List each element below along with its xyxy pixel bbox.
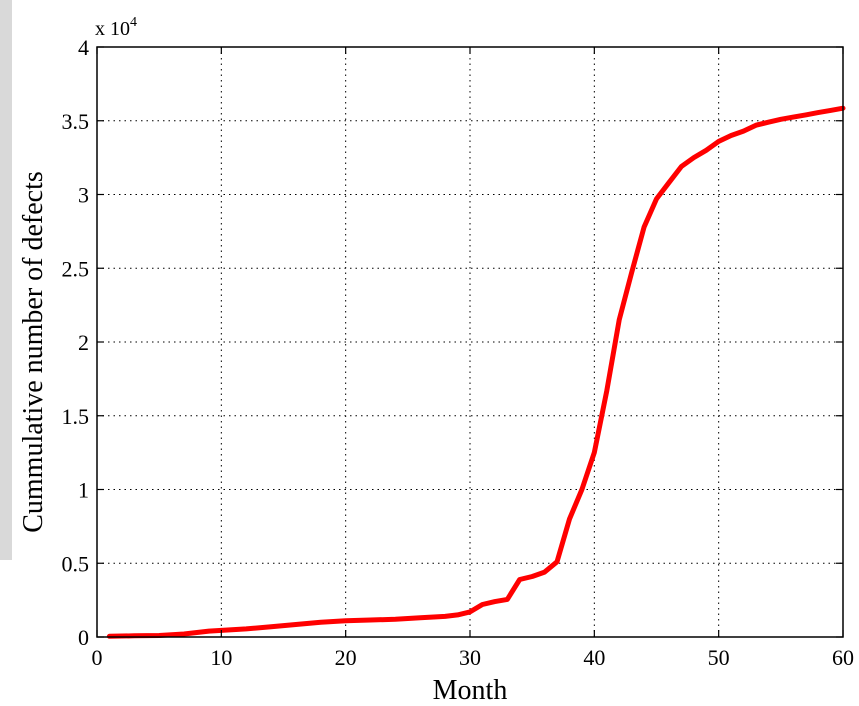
y-tick-label: 1 — [78, 478, 89, 503]
tick-marks — [96, 46, 844, 638]
x-tick-label: 60 — [832, 645, 854, 670]
series-layer — [106, 105, 846, 639]
x-axis-title: Month — [433, 675, 508, 706]
x-tick-label: 40 — [583, 645, 605, 670]
series-line — [106, 105, 846, 639]
y-tick-label: 1.5 — [62, 404, 90, 429]
y-axis-title: Cummulative number of defects — [18, 171, 49, 533]
x-tick-label: 20 — [335, 645, 357, 670]
y-tick-label: 0 — [78, 625, 89, 650]
left-edge-strip — [0, 0, 12, 560]
tick-labels: 0 10 20 30 40 50 60 0 0.5 1 1.5 2 2.5 3 3.5 4 — [62, 35, 855, 670]
y-axis-exponent: x 104 — [95, 15, 137, 40]
y-tick-label: 2 — [78, 330, 89, 355]
y-tick-label: 3.5 — [62, 109, 90, 134]
y-tick-label: 0.5 — [62, 551, 90, 576]
x-tick-label: 50 — [708, 645, 730, 670]
y-tick-label: 4 — [78, 35, 89, 60]
y-exponent-power: 4 — [130, 15, 137, 30]
y-tick-label: 2.5 — [62, 256, 90, 281]
y-exponent-base: x 10 — [95, 18, 130, 40]
grid-lines — [97, 47, 843, 637]
x-tick-label: 30 — [459, 645, 481, 670]
x-tick-label: 10 — [210, 645, 232, 670]
y-tick-label: 3 — [78, 183, 89, 208]
x-tick-label: 0 — [92, 645, 103, 670]
